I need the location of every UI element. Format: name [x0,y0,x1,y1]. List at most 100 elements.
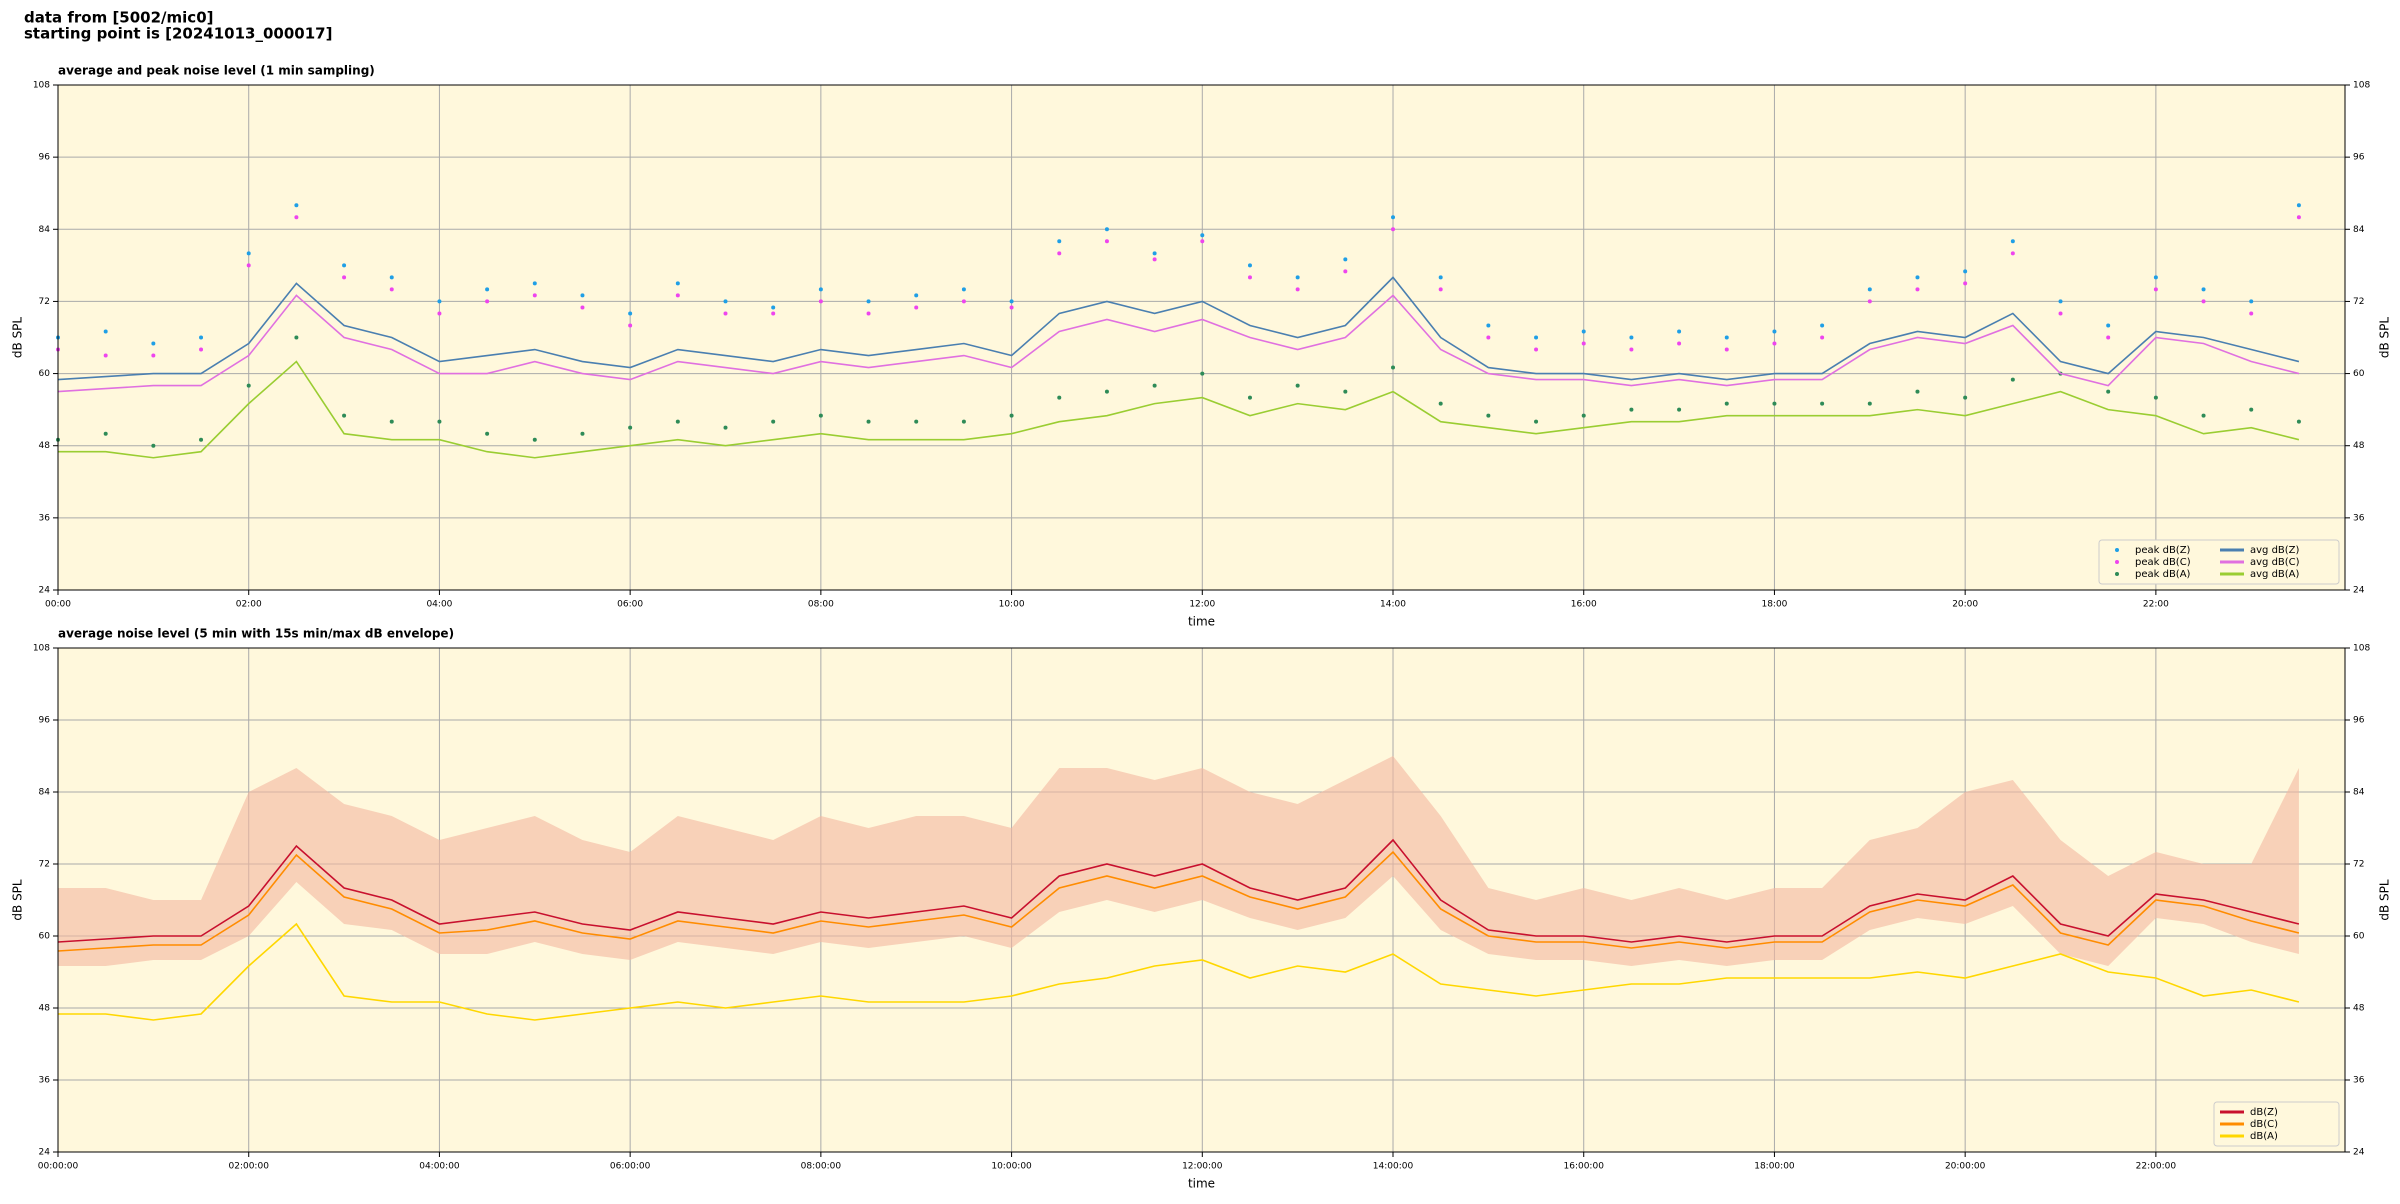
peak-dot [1581,329,1586,334]
peak-dot [1486,335,1491,340]
peak-dot [723,425,728,430]
envelope-area [58,756,2299,966]
peak-dot [1391,227,1396,232]
peak-dot [1104,389,1109,394]
peak-dot [151,341,156,346]
peak-dot [580,305,585,310]
legend-label: peak dB(A) [2135,569,2191,580]
peak-dot [389,275,394,280]
peak-dot [246,263,251,268]
peak-dot [1915,287,1920,292]
peak-dot [914,419,919,424]
peak-dot [246,251,251,256]
y-tick-label: 84 [2353,225,2365,235]
x-tick-label: 16:00:00 [1564,1162,1605,1172]
y-tick-label: 72 [2353,860,2364,870]
x-tick-label: 04:00:00 [419,1162,460,1172]
legend-label: dB(A) [2250,1131,2278,1142]
y-axis-label: dB SPL [11,317,25,359]
y-tick-label: 108 [2353,81,2370,91]
series-line [57,294,2300,393]
peak-dot [103,329,108,334]
peak-dot [866,299,871,304]
y-tick-label: 60 [39,369,51,379]
y-tick-label: 36 [39,1076,51,1086]
peak-dot [1963,269,1968,274]
y-tick-label: 96 [39,153,51,163]
peak-dot [1009,413,1014,418]
peak-dot [1438,287,1443,292]
y-tick-label: 24 [39,1148,51,1158]
x-tick-label: 16:00 [1571,600,1597,610]
peak-dot [1581,341,1586,346]
peak-dot [723,311,728,316]
peak-dot [1867,287,1872,292]
legend-label: avg dB(Z) [2250,545,2300,556]
peak-dot [1247,395,1252,400]
peak-dot [294,203,299,208]
peak-dot [2201,299,2206,304]
peak-dot [2058,311,2063,316]
peak-dot [532,281,537,286]
peak-dot [1820,401,1825,406]
peak-dot [866,311,871,316]
peak-dot [1057,239,1062,244]
peak-dot [1629,347,1634,352]
peak-dot [199,347,204,352]
peak-dot [818,413,823,418]
peak-dot [1391,215,1396,220]
y-axis-label: dB SPL [2378,879,2392,921]
peak-dot [2153,395,2158,400]
peak-dot [675,419,680,424]
x-tick-label: 06:00:00 [610,1162,651,1172]
peak-dot [1343,389,1348,394]
y-tick-label: 108 [33,81,50,91]
peak-dot [866,419,871,424]
peak-dot [675,281,680,286]
peak-dot [1963,395,1968,400]
peak-dot [1963,281,1968,286]
y-axis-label: dB SPL [2378,317,2392,359]
x-tick-label: 06:00 [617,600,643,610]
peak-dot [818,287,823,292]
peak-dot [1009,299,1014,304]
peak-dot [342,263,347,268]
peak-dot [2201,413,2206,418]
peak-dot [532,293,537,298]
chart-title: average and peak noise level (1 min samp… [58,64,375,78]
peak-dot [2106,335,2111,340]
x-tick-label: 00:00:00 [38,1162,79,1172]
peak-dot [2296,203,2301,208]
header-line: data from [5002/mic0] [24,9,214,27]
y-tick-label: 72 [39,297,50,307]
series-line [57,276,2300,381]
peak-dot [723,299,728,304]
x-tick-label: 02:00:00 [229,1162,270,1172]
peak-dot [151,443,156,448]
peak-dot [1200,239,1205,244]
legend-marker [2115,560,2119,564]
peak-dot [1057,395,1062,400]
y-tick-label: 84 [39,225,51,235]
peak-dot [1104,239,1109,244]
y-tick-label: 24 [39,586,51,596]
peak-dot [1820,323,1825,328]
peak-dot [1677,407,1682,412]
x-tick-label: 20:00 [1952,600,1978,610]
peak-dot [1724,401,1729,406]
peak-dot [2153,275,2158,280]
y-tick-label: 84 [39,788,51,798]
series-line [57,850,2300,952]
series-line [58,922,2300,1021]
peak-dot [1486,323,1491,328]
legend-label: peak dB(C) [2135,557,2191,568]
y-tick-label: 48 [2353,441,2365,451]
peak-dot [580,293,585,298]
peak-dot [342,275,347,280]
peak-dot [532,437,537,442]
peak-dot [437,299,442,304]
header-line: starting point is [20241013_000017] [24,25,332,43]
peak-dot [2249,407,2254,412]
peak-dot [1200,371,1205,376]
y-tick-label: 108 [2353,644,2370,654]
